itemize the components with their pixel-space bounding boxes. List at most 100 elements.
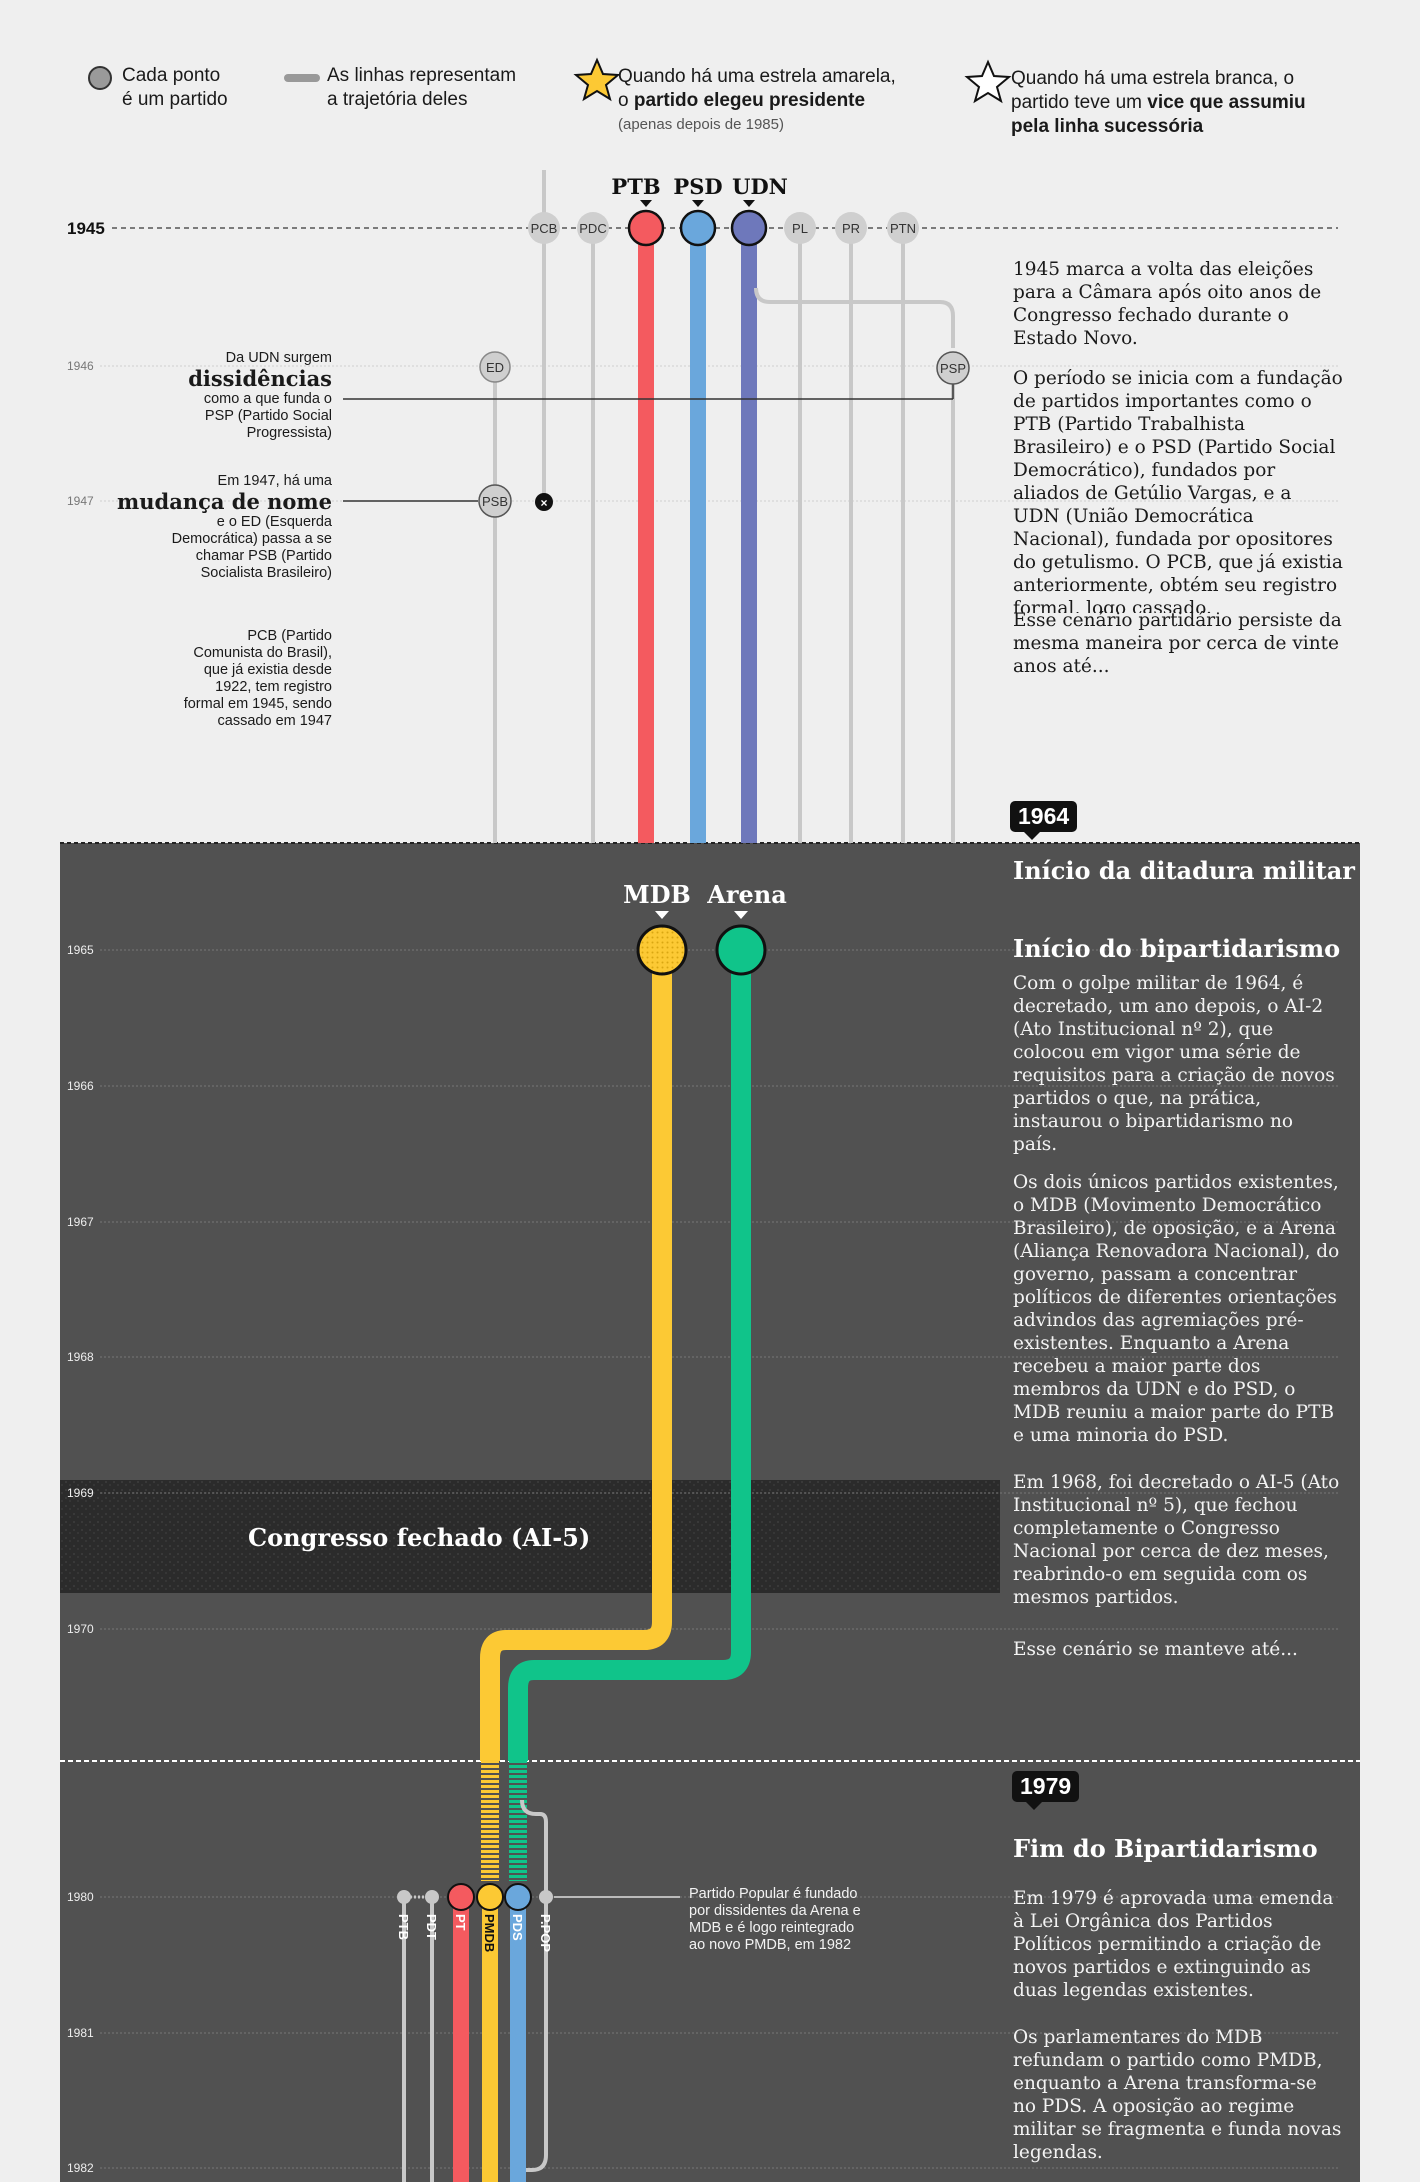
legend-line-line2: a trajetória deles [327, 89, 468, 110]
narrative-1979-refundam: Os parlamentares do MDB refundam o parti… [1013, 2027, 1342, 2163]
psb-ann-post4: Socialista Brasileiro) [200, 565, 332, 581]
ppop-ann-3: MDB e é logo reintegrado [689, 1920, 855, 1936]
psd-node[interactable] [679, 209, 717, 247]
pmdb-vertical-label: PMDB [482, 1914, 497, 1952]
title-fim-bipartidarismo: Fim do Bipartidarismo [1013, 1834, 1318, 1863]
pcb-ann-2: Comunista do Brasil), [193, 645, 332, 661]
pmdb-node[interactable] [476, 1883, 504, 1911]
udn-ann-post3: Progressista) [246, 425, 332, 441]
mdb-pointer-icon [655, 911, 669, 919]
legend-yellow-star-line2: o partido elegeu presidente [618, 89, 896, 113]
pcb-node-label: PCB [531, 221, 558, 236]
udn-ann-pre: Da UDN surgem [225, 350, 332, 366]
arena-transition-hatch [509, 1761, 527, 1881]
ptb-node[interactable] [627, 209, 665, 247]
pl-node-label: PL [792, 221, 808, 236]
year-label-1946: 1946 [67, 359, 94, 373]
psp-node[interactable] [936, 351, 970, 385]
year-label-1947: 1947 [67, 494, 94, 508]
psd-pointer-icon [692, 200, 704, 207]
pcb-node[interactable] [528, 212, 560, 244]
year-label-1969: 1969 [67, 1486, 94, 1500]
legend-yellow-star-line1: Quando há uma estrela amarela, [618, 66, 896, 87]
psb-ann-post2: Democrática) passa a se [171, 531, 332, 547]
pcb-ann-4: 1922, tem registro [215, 679, 332, 695]
legend-yellow-star-text: Quando há uma estrela amarela, o partido… [618, 65, 896, 113]
year-label-1965: 1965 [67, 943, 94, 957]
ppop-node[interactable] [539, 1890, 553, 1904]
narrative-1965-ai2: Com o golpe militar de 1964, é decretado… [1013, 973, 1335, 1155]
ppop-ann-4: ao novo PMDB, em 1982 [689, 1937, 852, 1953]
pt-node[interactable] [447, 1883, 475, 1911]
legend-white-star-line2-bold: vice que assumiu [1147, 92, 1306, 113]
ptb80-node[interactable] [397, 1890, 411, 1904]
mdb-line [480, 950, 672, 1761]
psb-ann-big: mudança de nome [117, 489, 332, 514]
legend-dot-icon [88, 66, 112, 90]
narrative-1945-parties: O período se inicia com a fundação de pa… [1013, 368, 1343, 613]
legend-dot-text: Cada ponto é um partido [122, 64, 228, 112]
era1-party-lines [493, 170, 955, 843]
pl-node[interactable] [784, 212, 816, 244]
pcb-ann-6: cassado em 1947 [217, 713, 332, 729]
mdb-transition-hatch [481, 1761, 499, 1881]
pcb-extinct-icon [535, 493, 553, 511]
pdc-node-label: PDC [579, 221, 606, 236]
narrative-1965-two-parties: Os dois únicos partidos existentes, o MD… [1013, 1172, 1340, 1446]
legend-white-star-line3-bold: pela linha sucessória [1011, 116, 1204, 137]
ptb80-vertical-label: PTB [396, 1914, 411, 1940]
ppop-ann-1: Partido Popular é fundado [689, 1886, 858, 1902]
year-label-1981: 1981 [67, 2026, 94, 2040]
year-badge-1964: 1964 [1010, 801, 1078, 840]
udn-ann-post2: PSP (Partido Social [204, 408, 332, 424]
mdb-node[interactable] [636, 924, 688, 976]
pdc-node[interactable] [577, 212, 609, 244]
ptb-pointer-icon [640, 200, 652, 207]
ptn-node-label: PTN [890, 221, 916, 236]
udn-node[interactable] [730, 209, 768, 247]
pcb-ann-3: que já existia desde [203, 662, 332, 678]
legend-white-star-line2-pre: partido teve um [1011, 92, 1148, 113]
pt-vertical-label: PT [453, 1914, 468, 1931]
redemocratization-band [60, 1761, 1360, 2182]
pr-node[interactable] [835, 212, 867, 244]
psb-node[interactable] [478, 484, 512, 518]
yellow-star-icon [573, 57, 621, 102]
legend-yellow-star-note: (apenas depois de 1985) [618, 116, 784, 133]
pcb-annotation: PCB (Partido Comunista do Brasil), que j… [120, 628, 332, 730]
narrative-1968-ai5: Em 1968, foi decretado o AI-5 (Ato Insti… [1013, 1472, 1340, 1608]
psb-rename-annotation: Em 1947, há uma mudança de nome e o ED (… [100, 473, 332, 582]
legend-line-line1: As linhas representam [327, 65, 517, 86]
pds-vertical-label: PDS [510, 1914, 525, 1941]
pcb-ann-1: PCB (Partido [247, 628, 332, 644]
pds-node[interactable] [504, 1883, 532, 1911]
psb-ann-post1: e o ED (Esquerda [216, 514, 332, 530]
ppop-vertical-label: P.POP [538, 1914, 553, 1952]
arena-line [508, 950, 751, 1761]
arena-pointer-icon [734, 911, 748, 919]
title-bipartidarismo: Início do bipartidarismo [1013, 934, 1341, 963]
ppop-rejoin-line [518, 1897, 548, 2172]
arena-node[interactable] [715, 924, 767, 976]
white-star-icon [964, 59, 1012, 104]
legend-white-star-line1: Quando há uma estrela branca, o [1011, 68, 1295, 89]
arena-to-ppop-branch [520, 1799, 548, 1897]
psp-node-label: PSP [940, 361, 966, 376]
legend-yellow-star-line2-bold: partido elegeu presidente [633, 90, 866, 111]
legend-dot-line1: Cada ponto [122, 65, 221, 86]
ed-node[interactable] [479, 351, 511, 383]
pdt-node[interactable] [425, 1890, 439, 1904]
legend-dot-line2: é um partido [122, 89, 228, 110]
ptn-node[interactable] [887, 212, 919, 244]
narrative-1979-emenda: Em 1979 é aprovada uma emenda à Lei Orgâ… [1013, 1888, 1334, 2001]
legend-white-star-line3: pela linha sucessória [1011, 115, 1306, 139]
udn-ann-post1: como a que funda o [203, 391, 332, 407]
ed-node-label: ED [486, 360, 504, 375]
legend-white-star-line2: partido teve um vice que assumiu [1011, 91, 1306, 115]
dictatorship-band [60, 843, 1360, 1761]
pr-node-label: PR [842, 221, 860, 236]
year-label-1970: 1970 [67, 1622, 94, 1636]
psd-title: PSD [673, 174, 722, 199]
year-label-1966: 1966 [67, 1079, 94, 1093]
